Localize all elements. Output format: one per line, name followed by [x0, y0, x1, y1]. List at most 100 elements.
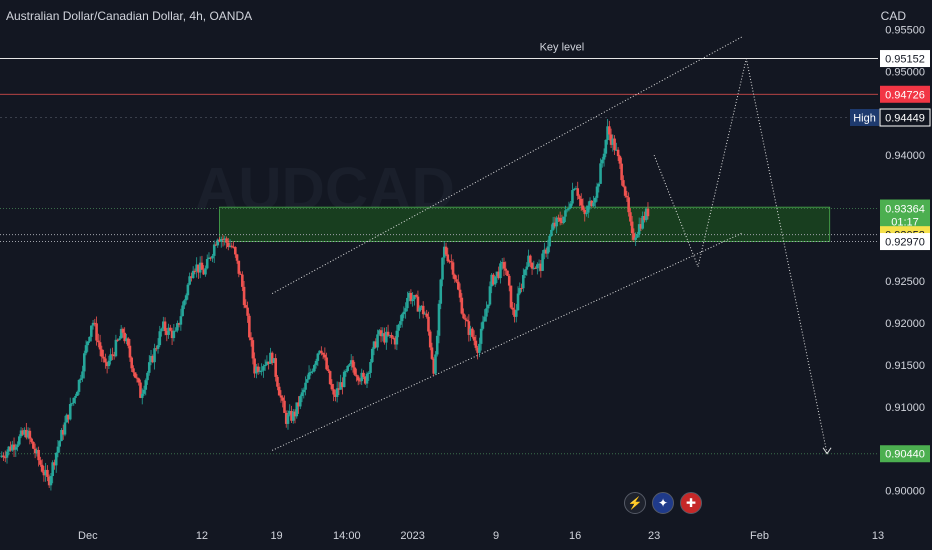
- candle-body: [435, 335, 439, 355]
- candle-body: [604, 139, 608, 154]
- candle-body: [458, 289, 462, 298]
- candle-body: [209, 257, 213, 259]
- candle-body: [84, 345, 88, 354]
- candle-body: [253, 358, 256, 374]
- candle-body: [5, 451, 9, 458]
- candle-body: [441, 257, 444, 280]
- candle-body: [216, 239, 220, 246]
- candle-body: [68, 404, 72, 420]
- candle-body: [74, 395, 77, 398]
- candle-body: [223, 238, 227, 240]
- candle-body: [181, 305, 184, 317]
- candle-body: [193, 270, 197, 272]
- candle-body: [544, 249, 548, 254]
- candle-body: [639, 224, 643, 229]
- candle-body: [77, 379, 81, 392]
- candle-body: [511, 307, 515, 310]
- candle-body: [51, 462, 54, 477]
- candle-body: [634, 237, 637, 240]
- candle-body: [272, 358, 276, 363]
- price-badge-text: 0.92970: [885, 237, 925, 249]
- candle-body: [72, 397, 76, 404]
- candle-body: [30, 438, 33, 442]
- candle-body: [293, 411, 297, 417]
- candle-body: [214, 244, 218, 246]
- flag-icon-ca[interactable]: ✚: [680, 492, 702, 514]
- candle-body: [95, 323, 98, 341]
- candle-body: [469, 328, 472, 335]
- candle-body: [593, 197, 597, 203]
- candle-body: [327, 369, 330, 372]
- candle-body: [190, 276, 193, 279]
- x-tick-label: 13: [872, 530, 884, 542]
- candle-body: [392, 337, 395, 339]
- candle-body: [525, 266, 529, 270]
- candle-body: [42, 471, 46, 476]
- x-tick-label: 19: [270, 530, 282, 542]
- candle-body: [353, 367, 357, 375]
- candle-body: [414, 295, 418, 297]
- candle-body: [321, 352, 325, 355]
- candle-body: [363, 376, 367, 384]
- candle-body: [616, 149, 620, 157]
- candle-body: [446, 254, 450, 262]
- currency-label: CAD: [880, 9, 906, 23]
- flag-icon-au[interactable]: ✦: [652, 492, 674, 514]
- x-tick-label: Dec: [78, 530, 98, 542]
- candle-body: [205, 259, 209, 269]
- candle-body: [300, 392, 304, 397]
- candle-body: [225, 238, 228, 243]
- candle-body: [25, 429, 28, 438]
- candle-body: [386, 331, 390, 336]
- candle-body: [265, 361, 269, 365]
- price-badge-3: [880, 199, 930, 230]
- candle-body: [235, 254, 239, 261]
- candle-body: [314, 360, 318, 365]
- candle-body: [104, 358, 107, 363]
- candle-body: [33, 448, 37, 454]
- candle-body: [355, 374, 358, 377]
- candle-body: [625, 195, 629, 198]
- candle-body: [337, 388, 341, 390]
- candle-body: [82, 353, 86, 372]
- candle-body: [248, 315, 251, 338]
- candle-body: [241, 274, 244, 287]
- candle-body: [476, 347, 479, 353]
- candle-body: [111, 354, 114, 356]
- candle-body: [202, 269, 205, 275]
- candle-body: [330, 384, 334, 390]
- candle-body: [418, 307, 421, 312]
- candle-body: [601, 159, 604, 164]
- candle-body: [49, 476, 53, 486]
- candle-body: [269, 352, 272, 364]
- lightning-icon[interactable]: ⚡: [624, 492, 646, 514]
- candle-body: [114, 339, 118, 357]
- candle-body: [107, 360, 111, 367]
- candle-body: [149, 356, 153, 363]
- candle-body: [471, 328, 474, 337]
- candle-body: [430, 347, 434, 359]
- candle-body: [165, 330, 169, 335]
- candle-body: [462, 313, 465, 319]
- candle-body: [79, 378, 83, 380]
- candle-body: [230, 245, 234, 247]
- candle-body: [516, 293, 520, 311]
- candle-body: [139, 382, 142, 398]
- candle-body: [54, 452, 58, 466]
- candle-body: [448, 261, 451, 263]
- candle-body: [423, 313, 427, 315]
- candle-body: [411, 299, 414, 302]
- candle-body: [334, 394, 337, 397]
- candle-body: [16, 444, 19, 448]
- candle-body: [65, 414, 69, 423]
- candle-body: [348, 364, 351, 366]
- candle-body: [583, 209, 587, 215]
- candle-body: [126, 338, 130, 346]
- candle-body: [116, 339, 119, 341]
- candle-body: [323, 354, 327, 358]
- countdown-text: 01:17: [891, 217, 919, 229]
- key-level-label: Key level: [540, 42, 585, 54]
- candle-body: [388, 335, 392, 337]
- candle-body: [485, 308, 488, 317]
